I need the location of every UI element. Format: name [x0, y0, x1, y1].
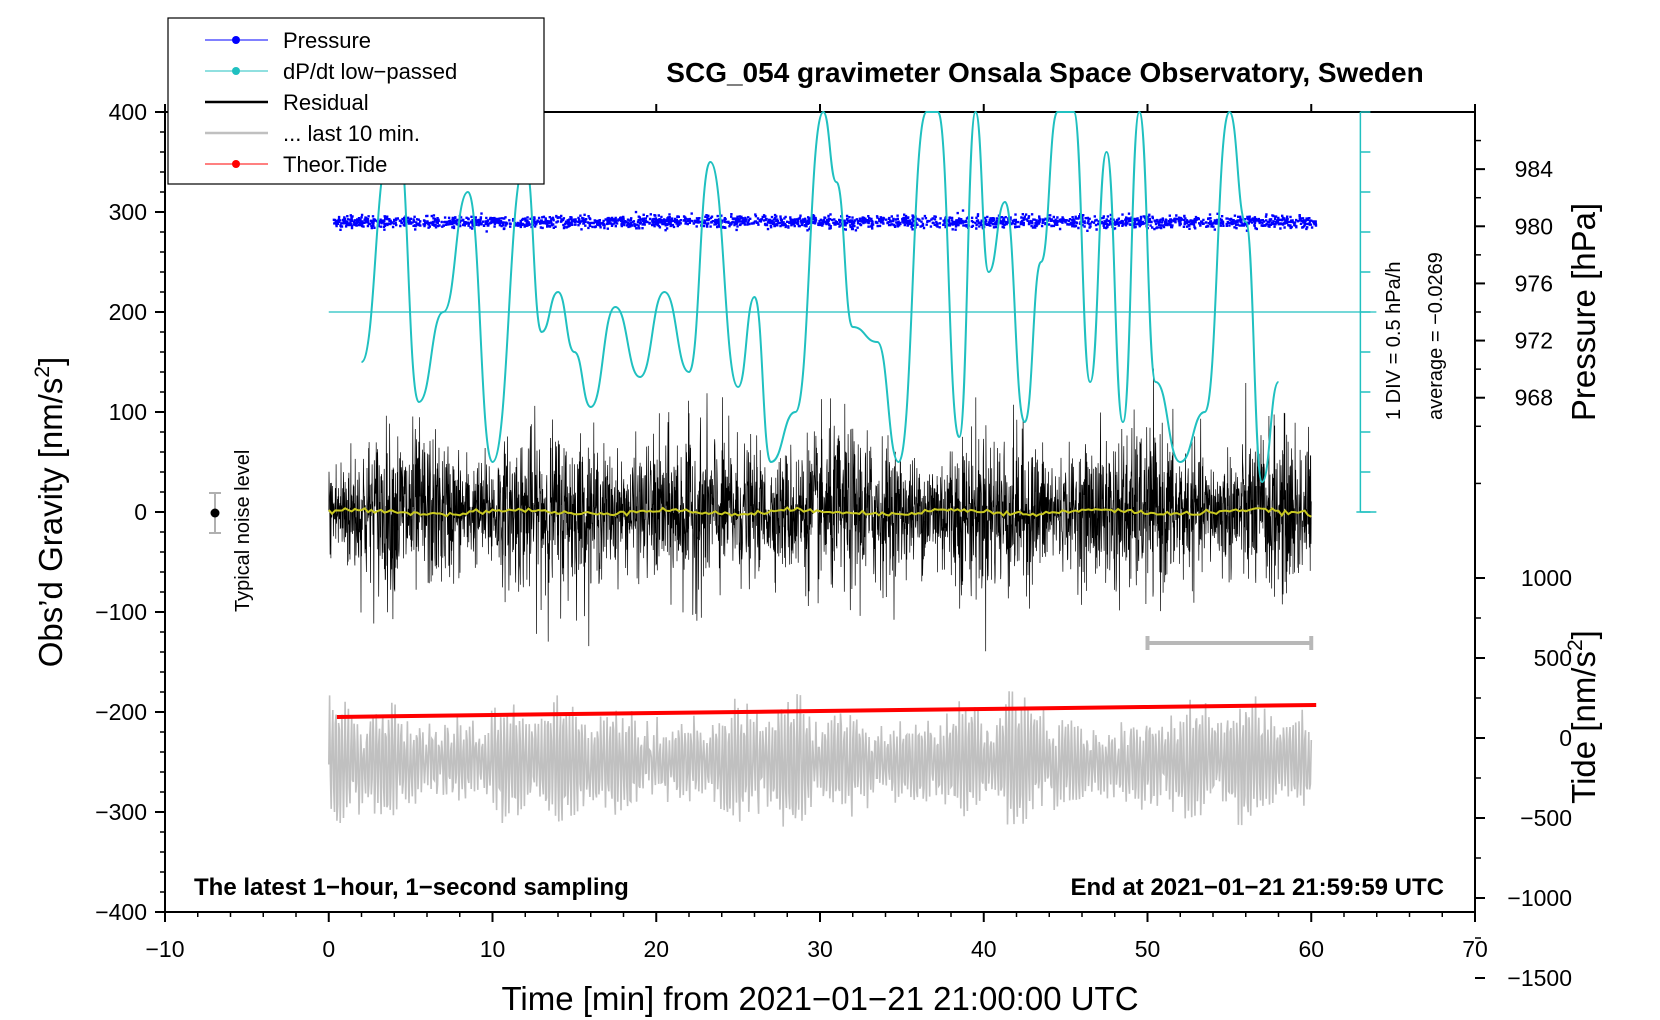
dpdt-scale-axis — [328, 111, 1377, 513]
y-tick-label: 400 — [109, 99, 147, 125]
tide-tick-label: 500 — [1534, 645, 1572, 671]
pressure-axis-label: Pressure [hPa] — [1565, 203, 1602, 421]
legend-swatch-marker — [232, 160, 240, 168]
theor-tide-line — [336, 703, 1317, 719]
x-tick-label: 0 — [322, 936, 335, 962]
last-10-min-series — [328, 691, 1313, 827]
x-tick-label: 70 — [1462, 936, 1488, 962]
dpdt-average-label: average = −0.0269 — [1425, 252, 1447, 420]
legend-label: Theor.Tide — [283, 152, 387, 177]
pressure-tick-label: 980 — [1515, 213, 1553, 239]
y-tick-label: 300 — [109, 199, 147, 225]
last-10-min-line — [328, 691, 1313, 827]
chart-title: SCG_054 gravimeter Onsala Space Observat… — [666, 57, 1423, 88]
last-10-min-bar — [1145, 636, 1314, 650]
noise-level-label: Typical noise level — [232, 450, 254, 612]
legend-swatch-marker — [232, 67, 240, 75]
legend-label: ... last 10 min. — [283, 121, 420, 146]
footer-left-label: The latest 1−hour, 1−second sampling — [194, 874, 629, 901]
y-tick-label: 100 — [109, 399, 147, 425]
pressure-series — [332, 209, 1318, 233]
y-tick-label: 0 — [134, 499, 147, 525]
x-tick-label: 60 — [1298, 936, 1324, 962]
y-axis-left-label: Obs’d Gravity [nm/s2] — [31, 357, 69, 668]
tide-tick-label: 1000 — [1521, 565, 1572, 591]
legend-label: Pressure — [283, 28, 371, 53]
x-tick-label: 20 — [643, 936, 669, 962]
smoothed-residual-line — [328, 506, 1312, 518]
y-tick-label: −300 — [95, 799, 147, 825]
tide-axis-ticks: 1000 500 0 −500 −1000 −1500 — [1475, 565, 1572, 991]
pressure-tick-label: 968 — [1515, 385, 1553, 411]
smoothed-residual-series — [328, 506, 1312, 518]
theor-tide-series — [336, 703, 1317, 719]
legend-label: Residual — [283, 90, 369, 115]
pressure-tick-label: 976 — [1515, 270, 1553, 296]
residual-line — [328, 368, 1312, 652]
noise-indicator — [209, 492, 221, 534]
pressure-axis-ticks: 984 980 976 972 968 — [1475, 139, 1554, 485]
residual-series — [328, 368, 1312, 652]
legend: Pressure dP/dt low−passed Residual ... last… — [205, 28, 457, 177]
x-tick-label: 40 — [971, 936, 997, 962]
tide-tick-label: −500 — [1520, 805, 1572, 831]
x-tick-label: 50 — [1135, 936, 1161, 962]
x-tick-label: −10 — [145, 936, 184, 962]
legend-swatch-marker — [232, 36, 240, 44]
tide-tick-label: −1500 — [1507, 965, 1572, 991]
y-axis-left-ticks: 400 300 200 100 0 −100 −200 −300 −400 — [95, 99, 165, 925]
footer-right-label: End at 2021−01−21 21:59:59 UTC — [1070, 874, 1444, 901]
y-tick-label: 200 — [109, 299, 147, 325]
pressure-tick-label: 972 — [1515, 328, 1553, 354]
x-tick-label: 30 — [807, 936, 833, 962]
pressure-dots — [332, 209, 1318, 233]
x-axis-label: Time [min] from 2021−01−21 21:00:00 UTC — [501, 980, 1138, 1017]
pressure-tick-label: 984 — [1515, 156, 1554, 182]
y-tick-label: −100 — [95, 599, 147, 625]
tide-tick-label: −1000 — [1507, 885, 1572, 911]
y-tick-label: −200 — [95, 699, 147, 725]
tide-axis-label: Tide [nm/s2] — [1564, 630, 1602, 804]
tide-tick-label: 0 — [1559, 725, 1572, 751]
y-tick-label: −400 — [95, 899, 147, 925]
legend-label: dP/dt low−passed — [283, 59, 457, 84]
dpdt-scale-label: 1 DIV = 0.5 hPa/h — [1383, 262, 1405, 420]
x-tick-label: 10 — [480, 936, 506, 962]
